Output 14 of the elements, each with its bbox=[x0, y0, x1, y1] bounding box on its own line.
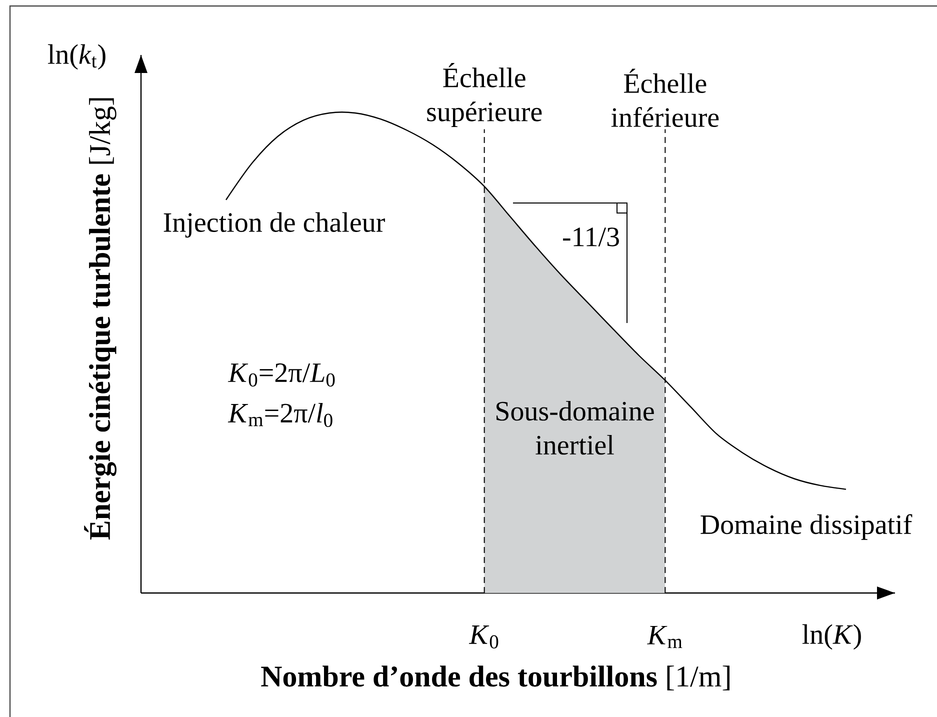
band-label: Sous-domaine inertiel bbox=[496, 400, 654, 455]
annotation: Domaine dissipatif bbox=[700, 514, 912, 540]
x-tick-label: K$_{0}$ bbox=[468, 625, 498, 648]
annotation: K$_{m}$=2π/l$_{0}$ bbox=[228, 402, 332, 428]
text: ln(k$_{t}$) bbox=[48, 44, 106, 70]
ref-line-label: Échelle supérieure bbox=[427, 63, 542, 128]
x-tick-label: K$_{m}$ bbox=[647, 626, 682, 648]
annotation: K$_{0}$=2π/L$_{0}$ bbox=[228, 363, 335, 387]
annotation: Injection de chaleur bbox=[164, 212, 385, 238]
y-axis-title: Énergie cinétique turbulente [J/kg] bbox=[84, 98, 116, 540]
annotation: -11/3 bbox=[563, 228, 619, 246]
text: ln(K) bbox=[802, 624, 861, 650]
x-axis-title: Nombre d’onde des tourbillons [1/m] bbox=[261, 666, 730, 690]
ref-line-label: Échelle inférieure bbox=[611, 68, 719, 128]
